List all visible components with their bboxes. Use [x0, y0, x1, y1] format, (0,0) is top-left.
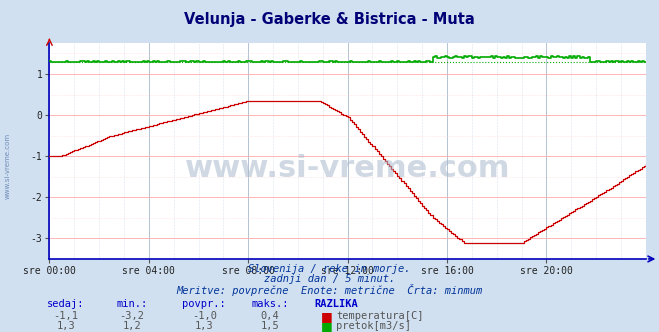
Text: 1,5: 1,5 — [261, 321, 279, 331]
Text: maks.:: maks.: — [252, 299, 289, 309]
Text: temperatura[C]: temperatura[C] — [336, 311, 424, 321]
Text: pretok[m3/s]: pretok[m3/s] — [336, 321, 411, 331]
Text: ■: ■ — [321, 310, 333, 323]
Text: ■: ■ — [321, 320, 333, 332]
Text: www.si-vreme.com: www.si-vreme.com — [185, 154, 510, 183]
Text: zadnji dan / 5 minut.: zadnji dan / 5 minut. — [264, 274, 395, 284]
Text: sedaj:: sedaj: — [47, 299, 84, 309]
Text: www.si-vreme.com: www.si-vreme.com — [5, 133, 11, 199]
Text: RAZLIKA: RAZLIKA — [314, 299, 358, 309]
Text: -1,0: -1,0 — [192, 311, 217, 321]
Text: 1,3: 1,3 — [57, 321, 75, 331]
Text: Velunja - Gaberke & Bistrica - Muta: Velunja - Gaberke & Bistrica - Muta — [184, 12, 475, 27]
Text: povpr.:: povpr.: — [183, 299, 226, 309]
Text: min.:: min.: — [116, 299, 148, 309]
Text: 1,3: 1,3 — [195, 321, 214, 331]
Text: Meritve: povprečne  Enote: metrične  Črta: minmum: Meritve: povprečne Enote: metrične Črta:… — [177, 284, 482, 296]
Text: -3,2: -3,2 — [119, 311, 144, 321]
Text: 0,4: 0,4 — [261, 311, 279, 321]
Text: Slovenija / reke in morje.: Slovenija / reke in morje. — [248, 264, 411, 274]
Text: -1,1: -1,1 — [53, 311, 78, 321]
Text: 1,2: 1,2 — [123, 321, 141, 331]
